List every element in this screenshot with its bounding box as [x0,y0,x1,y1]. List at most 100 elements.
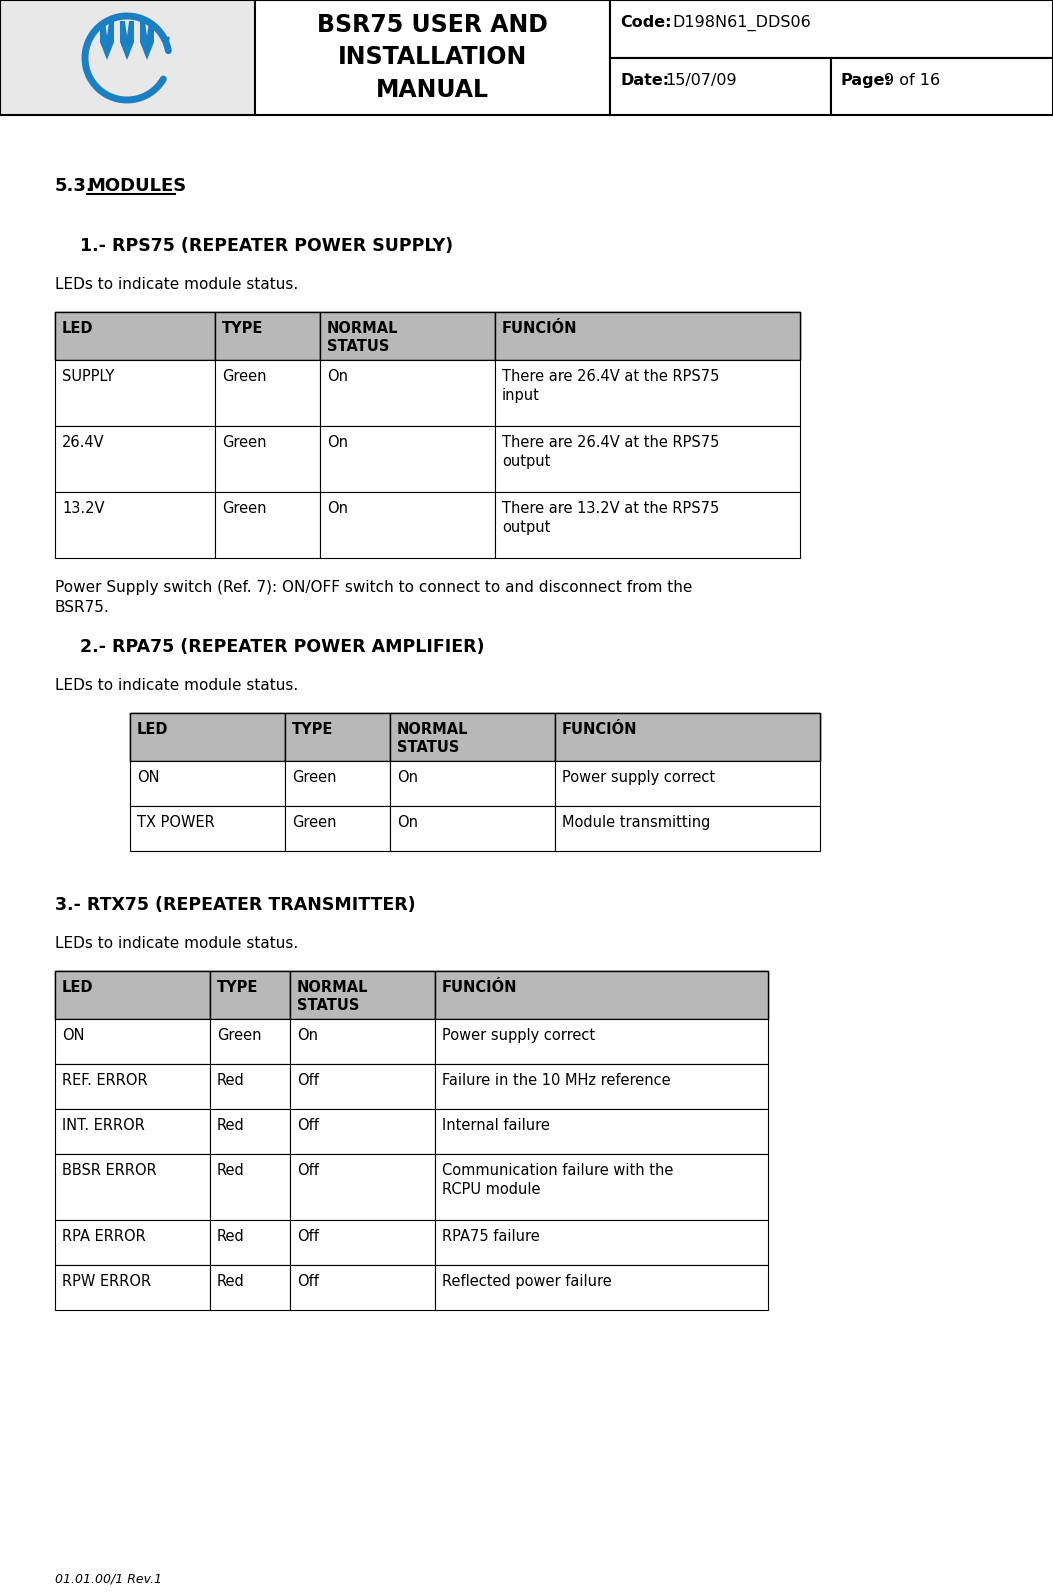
Bar [55,970,768,1018]
Text: SUPPLY: SUPPLY [62,369,115,385]
Text: 2.- RPA75 (REPEATER POWER AMPLIFIER): 2.- RPA75 (REPEATER POWER AMPLIFIER) [80,638,484,656]
Bar [55,1266,210,1310]
Bar [130,761,285,806]
Text: Reflected power failure: Reflected power failure [442,1274,612,1290]
Bar [55,1109,210,1154]
Text: 9 of 16: 9 of 16 [885,73,940,88]
Bar [435,1109,768,1154]
Text: ON: ON [62,1028,84,1044]
Bar [55,311,800,361]
Text: Off: Off [297,1073,319,1088]
Text: INT. ERROR: INT. ERROR [62,1119,145,1133]
Bar [290,1219,435,1266]
Bar [0,0,255,115]
Bar [215,426,320,492]
Text: Internal failure: Internal failure [442,1119,550,1133]
Bar [55,361,215,426]
Text: 15/07/09: 15/07/09 [665,73,737,88]
Bar [320,361,495,426]
Bar [130,806,285,851]
Text: LEDs to indicate module status.: LEDs to indicate module status. [55,278,298,292]
Bar [55,492,215,559]
Text: TYPE: TYPE [222,321,263,337]
Polygon shape [100,21,114,61]
Bar [320,311,495,361]
Text: Power supply correct: Power supply correct [442,1028,595,1044]
Bar [290,1266,435,1310]
Bar [210,970,290,1018]
Bar [255,0,610,115]
Text: 3.- RTX75 (REPEATER TRANSMITTER): 3.- RTX75 (REPEATER TRANSMITTER) [55,895,416,915]
Bar [55,311,215,361]
Bar [210,1109,290,1154]
Bar [290,970,435,1018]
Text: Red: Red [217,1163,244,1178]
Bar [210,1154,290,1219]
Text: Green: Green [222,436,266,450]
Text: RPW ERROR: RPW ERROR [62,1274,152,1290]
Text: On: On [327,501,347,516]
Text: On: On [297,1028,318,1044]
Text: 5.3.: 5.3. [55,177,94,195]
Bar [610,57,831,115]
Text: FUNCIÓN: FUNCIÓN [562,721,637,737]
Bar [55,1018,210,1065]
Bar [610,0,1053,57]
Text: Failure in the 10 MHz reference: Failure in the 10 MHz reference [442,1073,671,1088]
Text: Green: Green [292,769,337,785]
Bar [210,1018,290,1065]
Bar [435,970,768,1018]
Bar [495,492,800,559]
Bar [55,1219,210,1266]
Bar [285,761,390,806]
Text: On: On [397,769,418,785]
Text: BSR75 USER AND
INSTALLATION
MANUAL: BSR75 USER AND INSTALLATION MANUAL [317,13,548,102]
Text: 01.01.00/1 Rev.1: 01.01.00/1 Rev.1 [55,1572,162,1585]
Text: TX POWER: TX POWER [137,816,215,830]
Bar [215,492,320,559]
Text: BBSR ERROR: BBSR ERROR [62,1163,157,1178]
Text: Power supply correct: Power supply correct [562,769,715,785]
Text: 26.4V: 26.4V [62,436,104,450]
Text: Power Supply switch (Ref. 7): ON/OFF switch to connect to and disconnect from th: Power Supply switch (Ref. 7): ON/OFF swi… [55,579,693,614]
Text: Date:: Date: [620,73,669,88]
Text: Red: Red [217,1119,244,1133]
Bar [320,426,495,492]
Bar [215,311,320,361]
Polygon shape [120,21,134,61]
Bar [55,1154,210,1219]
Bar [285,806,390,851]
Text: NORMAL
STATUS: NORMAL STATUS [327,321,398,354]
Bar [130,713,820,761]
Bar [55,1065,210,1109]
Bar [210,1065,290,1109]
Text: There are 26.4V at the RPS75
output: There are 26.4V at the RPS75 output [502,436,719,469]
Bar [435,1219,768,1266]
Text: LED: LED [137,721,168,737]
Text: D198N61_DDS06: D198N61_DDS06 [672,14,811,32]
Text: Code:: Code: [620,14,672,30]
Bar [320,492,495,559]
Text: Page:: Page: [841,73,892,88]
Text: LED: LED [62,321,94,337]
Bar [55,426,215,492]
Text: TYPE: TYPE [292,721,334,737]
Bar [495,311,800,361]
Text: Green: Green [217,1028,261,1044]
Bar [130,713,285,761]
Bar [435,1154,768,1219]
Text: MODULES: MODULES [87,177,186,195]
Text: There are 26.4V at the RPS75
input: There are 26.4V at the RPS75 input [502,369,719,402]
Bar [55,970,210,1018]
Bar [215,361,320,426]
Bar [435,1018,768,1065]
Text: Off: Off [297,1274,319,1290]
Text: Green: Green [222,501,266,516]
Text: ON: ON [137,769,159,785]
Text: REF. ERROR: REF. ERROR [62,1073,147,1088]
Text: Green: Green [292,816,337,830]
Text: 13.2V: 13.2V [62,501,104,516]
Bar [210,1266,290,1310]
Text: RPA75 failure: RPA75 failure [442,1229,540,1243]
Text: On: On [397,816,418,830]
